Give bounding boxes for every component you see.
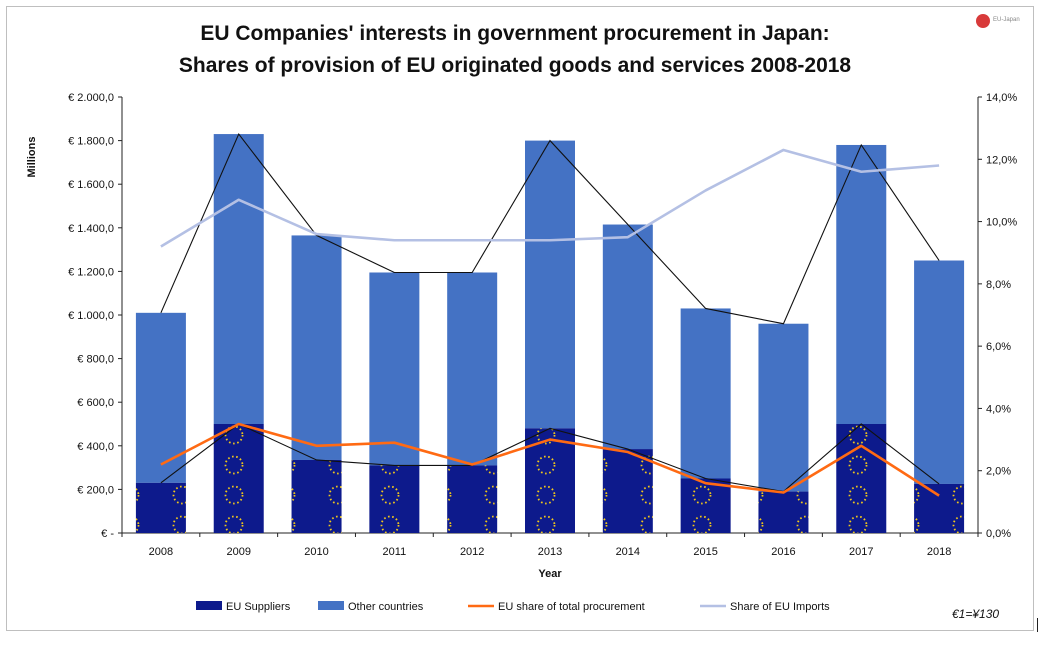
y-left-tick-label: € 1.000,0 — [68, 310, 114, 322]
chart-title-line2: Shares of provision of EU originated goo… — [178, 54, 852, 77]
y-left-tick-label: € 200,0 — [77, 484, 114, 496]
y-left-tick-label: € 800,0 — [77, 354, 114, 366]
y-right-tick-label: 4,0% — [986, 403, 1011, 415]
bar-eu-suppliers — [914, 483, 965, 533]
y-right-tick-label: 2,0% — [986, 466, 1011, 478]
x-axis-title: Year — [538, 568, 562, 580]
bar-eu-suppliers — [758, 491, 809, 533]
y-right-tick-label: 10,0% — [986, 217, 1017, 229]
x-tick-label: 2008 — [149, 546, 173, 558]
y-right-tick-label: 0,0% — [986, 528, 1011, 540]
chart-title-line1: EU Companies' interests in government pr… — [200, 22, 830, 45]
bar-eu-suppliers — [680, 478, 731, 533]
legend-eu-share-procurement-label: EU share of total procurement — [498, 601, 645, 613]
y-left-tick-label: € - — [101, 528, 114, 540]
plot-area: € - € 200,0 € 400,0 € 600,0 € 800,0 € 1.000,0… — [26, 92, 1017, 613]
y-left-tick-label: € 400,0 — [77, 441, 114, 453]
bar-eu-suppliers — [447, 465, 498, 533]
y-right-tick-label: 14,0% — [986, 92, 1017, 104]
exchange-rate-note: €1=¥130 — [952, 607, 1000, 621]
total-connector-line — [160, 132, 940, 325]
y-right-tick-label: 6,0% — [986, 341, 1011, 353]
bar-other-countries — [135, 312, 186, 483]
legend-eu-suppliers-label: EU Suppliers — [226, 601, 291, 613]
y-right-tick-label: 12,0% — [986, 154, 1017, 166]
x-tick-label: 2014 — [616, 546, 640, 558]
logo-text: EU-Japan — [993, 17, 1020, 23]
legend-eu-suppliers-swatch — [196, 601, 222, 610]
x-tick-label: 2012 — [460, 546, 484, 558]
divider — [1037, 618, 1038, 632]
y-right-tick-label: 8,0% — [986, 279, 1011, 291]
y-left-tick-label: € 1.800,0 — [68, 136, 114, 148]
bar-other-countries — [914, 260, 965, 484]
x-tick-label: 2017 — [849, 546, 873, 558]
line-share-eu-imports — [160, 148, 940, 248]
line-eu-share-procurement — [160, 422, 940, 497]
bar-other-countries — [213, 134, 264, 424]
bar-other-countries — [680, 308, 731, 479]
x-tick-label: 2009 — [226, 546, 250, 558]
bar-other-countries — [836, 144, 887, 424]
bar-eu-suppliers — [836, 424, 887, 533]
y-axis-title: Millions — [26, 137, 38, 178]
legend-other-countries-label: Other countries — [348, 601, 424, 613]
bar-other-countries — [447, 272, 498, 466]
x-tick-label: 2018 — [927, 546, 951, 558]
eu-connector-line — [160, 423, 940, 493]
bar-eu-suppliers — [602, 449, 653, 533]
x-tick-label: 2010 — [304, 546, 328, 558]
bar-other-countries — [758, 323, 809, 492]
x-tick-label: 2015 — [693, 546, 717, 558]
bar-eu-suppliers — [135, 482, 186, 533]
bar-eu-suppliers — [369, 465, 420, 533]
x-tick-label: 2016 — [771, 546, 795, 558]
legend-other-countries-swatch — [318, 601, 344, 610]
y-left-tick-label: € 1.200,0 — [68, 266, 114, 278]
bar-other-countries — [291, 235, 342, 460]
y-left-tick-label: € 1.600,0 — [68, 179, 114, 191]
bar-other-countries — [525, 140, 575, 429]
x-tick-label: 2011 — [383, 546, 407, 558]
bar-other-countries — [369, 272, 420, 466]
y-left-tick-label: € 2.000,0 — [68, 92, 114, 104]
logo-circle-icon — [976, 14, 990, 28]
bar-eu-suppliers — [291, 459, 342, 533]
y-left-tick-label: € 1.400,0 — [68, 223, 114, 235]
bar-other-countries — [602, 224, 653, 450]
y-left-tick-label: € 600,0 — [77, 397, 114, 409]
legend-share-eu-imports-label: Share of EU Imports — [730, 601, 830, 613]
bar-eu-suppliers — [213, 424, 264, 533]
logo: EU-Japan — [976, 12, 1036, 30]
x-tick-label: 2013 — [538, 546, 562, 558]
